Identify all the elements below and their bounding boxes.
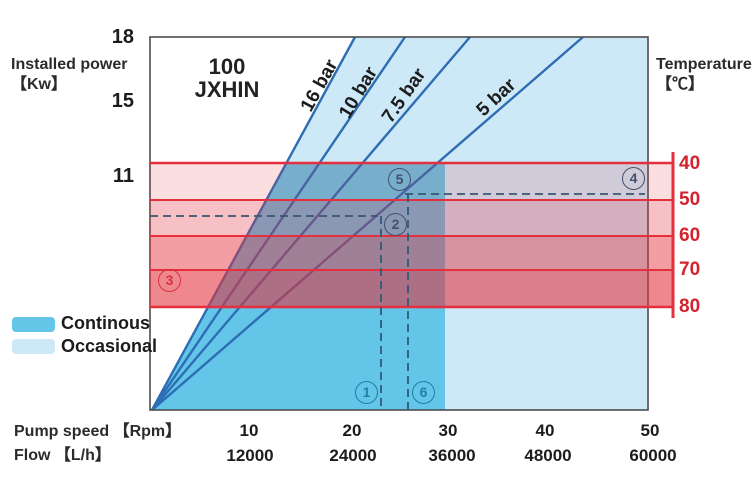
flowtick-36000: 36000 xyxy=(428,446,476,465)
flowtick-48000: 48000 xyxy=(524,446,572,465)
ytick-15: 15 xyxy=(111,90,134,112)
xtick-20: 20 xyxy=(342,421,362,440)
installed-power-axis-label: Installed power 【Kw】 xyxy=(11,55,151,95)
temp-band-60-70 xyxy=(150,236,673,270)
flow-axis-label: Flow 【L/h】 xyxy=(14,447,111,464)
curve-10bar xyxy=(151,36,406,411)
ttick-70: 70 xyxy=(679,259,701,280)
installed-power-axis-label-line2: 【Kw】 xyxy=(11,76,68,93)
chart-title-line1: 100 xyxy=(208,54,246,79)
temperature-axis-label-line2: 【℃】 xyxy=(656,76,705,93)
pump-speed-axis-label: Pump speed 【Rpm】 xyxy=(14,423,182,440)
ytick-11: 11 xyxy=(112,165,134,187)
callout-4: 4 xyxy=(622,167,645,190)
legend-label-occasional: Occasional xyxy=(61,336,158,356)
callout-6: 6 xyxy=(412,381,435,404)
installed-power-axis-label-line1: Installed power xyxy=(11,56,128,73)
xtick-40: 40 xyxy=(535,421,555,440)
legend-swatch-continuous xyxy=(12,317,55,332)
callout-5: 5 xyxy=(388,168,411,191)
curve-7-5bar xyxy=(151,36,471,411)
ttick-50: 50 xyxy=(679,189,701,210)
plot-border xyxy=(149,36,649,411)
chart-title-line2: JXHIN xyxy=(194,77,260,102)
xtick-30: 30 xyxy=(438,421,458,440)
curve-16bar xyxy=(150,36,357,411)
xtick-50: 50 xyxy=(640,421,660,440)
temp-band-50-60 xyxy=(150,200,673,236)
callout-1: 1 xyxy=(355,381,378,404)
temperature-axis-label-line1: Temperature xyxy=(656,56,752,73)
flowtick-60000: 60000 xyxy=(629,446,677,465)
callout-2: 2 xyxy=(384,213,407,236)
ttick-80: 80 xyxy=(679,296,701,317)
flowtick-24000: 24000 xyxy=(329,446,377,465)
temp-band-70-80 xyxy=(150,270,673,307)
callout-3: 3 xyxy=(158,269,181,292)
curve-5bar xyxy=(151,36,584,411)
legend-label-continuous: Continous xyxy=(61,313,150,333)
flowtick-12000: 12000 xyxy=(226,446,274,465)
ttick-40: 40 xyxy=(679,153,701,174)
temperature-axis-label: Temperature 【℃】 xyxy=(656,55,752,95)
ytick-18: 18 xyxy=(111,26,134,48)
chart-title: 100 JXHIN xyxy=(173,55,281,101)
legend-swatch-occasional xyxy=(12,339,55,354)
xtick-10: 10 xyxy=(239,421,259,440)
ttick-60: 60 xyxy=(679,225,701,246)
